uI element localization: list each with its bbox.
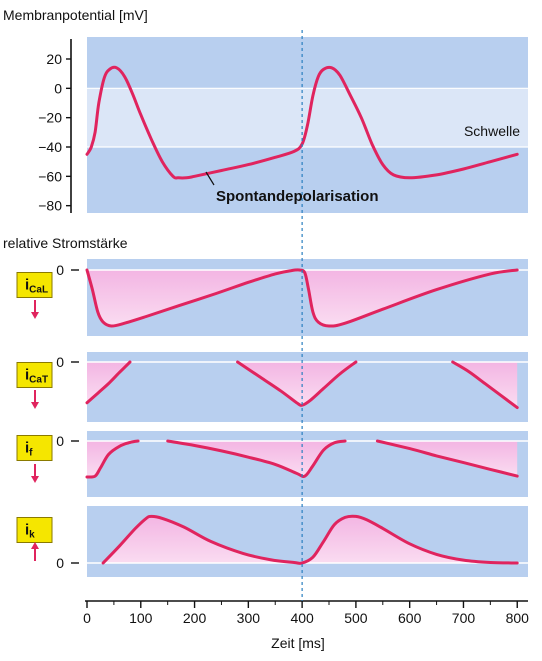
channel-label: ik xyxy=(25,522,35,541)
current-curve xyxy=(451,360,519,410)
channel-label-box xyxy=(16,435,53,461)
x-tick-label: 500 xyxy=(344,610,368,626)
y-tick-label: 20 xyxy=(46,51,62,67)
y-tick-label: 0 xyxy=(54,80,62,96)
membrane-potential-curve xyxy=(85,65,519,180)
current-fill xyxy=(452,362,518,408)
x-tick-label: 100 xyxy=(129,610,153,626)
down-arrow-icon xyxy=(31,476,39,483)
channel-label: if xyxy=(25,440,33,459)
current-section-label: relative Stromstärke xyxy=(3,235,128,251)
channel-label-box xyxy=(16,517,53,543)
x-tick-label: 600 xyxy=(398,610,422,626)
y-tick-label: −20 xyxy=(38,110,62,126)
down-arrow-icon xyxy=(31,312,39,319)
channel-label-sub: CaT xyxy=(29,375,48,386)
threshold-label: Schwelle xyxy=(464,123,520,139)
current-curve xyxy=(236,360,358,407)
current-fill xyxy=(87,269,518,327)
x-tick-label: 800 xyxy=(506,610,530,626)
current-curve xyxy=(166,439,347,478)
y-tick-label: −80 xyxy=(38,198,62,214)
zero-tick-label: 0 xyxy=(56,354,64,370)
y-tick-label: −60 xyxy=(38,168,62,184)
down-arrow-icon xyxy=(31,402,39,409)
up-arrow-icon xyxy=(31,542,39,549)
membrane-ylabel: Membranpotential [mV] xyxy=(3,7,148,23)
current-curve xyxy=(101,514,519,565)
spontaneous-depolarisation-label: Spontandepolarisation xyxy=(216,188,379,205)
channel-label-sub: CaL xyxy=(29,285,48,296)
channel-label-box xyxy=(16,272,53,298)
x-tick-label: 200 xyxy=(183,610,207,626)
membrane-panel: 20 0 −20 −40 −60 −80 Schwelle Spontandepolarisa… xyxy=(38,37,528,214)
x-tick-label: 300 xyxy=(237,610,261,626)
zero-tick-label: 0 xyxy=(56,433,64,449)
current-fill xyxy=(237,362,356,406)
channel-label-box xyxy=(16,362,53,388)
zero-tick-label: 0 xyxy=(56,555,64,571)
y-tick-label: −40 xyxy=(38,139,62,155)
annotation-leader xyxy=(205,171,215,186)
current-curve xyxy=(85,439,140,479)
channel-label-sub: k xyxy=(29,530,35,541)
current-curve xyxy=(375,439,519,478)
x-tick-label: 400 xyxy=(290,610,314,626)
x-axis: 0 100 200 300 400 500 600 700 800 xyxy=(83,600,530,626)
channel-label-sub: f xyxy=(29,448,33,459)
x-axis-label: Zeit [ms] xyxy=(271,635,325,651)
panels: 20 0 −20 −40 −60 −80 Schwelle Spontandepolarisa… xyxy=(16,37,528,577)
current-panel-ik: 0 ik xyxy=(16,506,528,577)
zero-tick-label: 0 xyxy=(56,262,64,278)
current-panel-if: 0 if xyxy=(16,431,528,497)
current-curve xyxy=(85,360,132,405)
x-tick-label: 700 xyxy=(452,610,476,626)
current-fill xyxy=(103,516,518,564)
current-curve xyxy=(85,268,519,328)
x-tick-label: 0 xyxy=(83,610,91,626)
